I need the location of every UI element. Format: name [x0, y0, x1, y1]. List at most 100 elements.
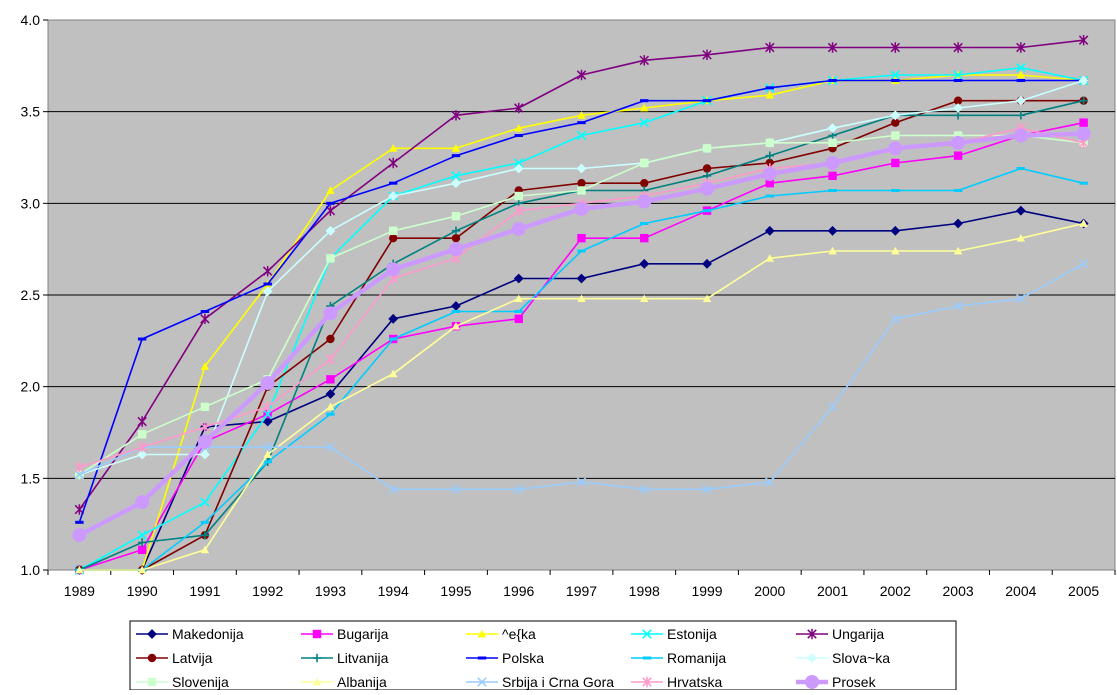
- legend-label: Polska: [502, 650, 544, 666]
- data-point: [702, 258, 712, 269]
- data-point: [388, 484, 398, 495]
- data-point: [137, 545, 147, 555]
- legend-swatch-marker: [477, 677, 487, 687]
- data-point: [514, 310, 523, 313]
- data-point: [953, 42, 963, 53]
- data-point: [765, 178, 774, 188]
- data-point: [389, 181, 398, 185]
- data-point: [702, 484, 712, 495]
- data-point: [262, 416, 273, 427]
- data-point: [702, 99, 712, 103]
- data-point: [1079, 219, 1088, 227]
- data-point: [323, 306, 338, 321]
- data-point: [828, 138, 837, 148]
- data-point: [514, 314, 523, 324]
- data-point: [72, 528, 87, 543]
- y-tick-label: 2.5: [21, 287, 41, 303]
- data-point: [1078, 259, 1089, 269]
- x-tick-label: 1992: [252, 583, 283, 599]
- legend-swatch-marker: [642, 656, 652, 660]
- data-point: [451, 171, 461, 181]
- data-point: [890, 110, 901, 121]
- data-point: [827, 402, 838, 412]
- data-point: [1013, 128, 1028, 143]
- data-point: [765, 90, 774, 99]
- data-point: [262, 442, 273, 452]
- data-point: [200, 530, 210, 540]
- data-point: [576, 69, 587, 81]
- data-point: [1016, 293, 1026, 304]
- data-point: [953, 79, 963, 82]
- data-point: [953, 103, 963, 113]
- legend-item: Estonija: [631, 626, 717, 642]
- legend-item: Slova~ka: [796, 650, 890, 666]
- legend-item: Polska: [466, 650, 544, 666]
- data-point: [451, 110, 461, 121]
- data-point: [200, 545, 210, 554]
- data-point: [576, 477, 587, 487]
- data-point: [574, 201, 589, 216]
- legend-label: Albanija: [337, 674, 387, 690]
- data-point: [200, 497, 210, 507]
- legend-label: Bugarija: [337, 626, 389, 642]
- x-tick-label: 1998: [629, 583, 660, 599]
- data-point: [1079, 118, 1088, 127]
- data-point: [640, 158, 649, 168]
- series-layer: [72, 34, 1091, 575]
- data-point: [75, 520, 84, 524]
- data-point: [514, 123, 523, 132]
- data-point: [1016, 111, 1026, 120]
- data-point: [951, 135, 966, 150]
- data-point: [827, 42, 838, 53]
- data-point: [639, 484, 650, 495]
- x-tick-label: 1991: [189, 583, 220, 599]
- data-point: [764, 225, 775, 236]
- data-point: [577, 178, 586, 188]
- legend-swatch-marker: [147, 653, 157, 663]
- data-point: [702, 144, 712, 153]
- data-point: [953, 70, 963, 80]
- data-point: [325, 442, 336, 452]
- data-point: [200, 449, 210, 460]
- x-tick-label: 1995: [440, 583, 471, 599]
- legend-swatch-marker: [807, 628, 817, 640]
- data-point: [451, 154, 461, 158]
- series-albanija: [75, 219, 1088, 574]
- data-point: [702, 209, 712, 213]
- data-point: [388, 191, 399, 201]
- x-tick-label: 1993: [315, 583, 346, 599]
- data-point: [200, 310, 210, 313]
- data-point: [513, 158, 524, 168]
- legend-swatch-marker: [312, 677, 322, 686]
- legend-item: Albanija: [301, 674, 387, 690]
- x-tick-label: 2004: [1005, 583, 1036, 599]
- data-point: [1079, 96, 1088, 105]
- data-point: [577, 294, 586, 303]
- data-point: [451, 211, 461, 221]
- legend-item: Hrvatska: [631, 674, 722, 690]
- y-tick-label: 1.0: [21, 562, 41, 578]
- data-point: [200, 313, 210, 325]
- data-point: [135, 495, 150, 510]
- x-tick-label: 2000: [754, 583, 785, 599]
- data-point: [513, 273, 524, 284]
- data-point: [513, 484, 524, 495]
- data-point: [200, 421, 210, 433]
- data-point: [262, 286, 273, 297]
- data-point: [639, 258, 650, 269]
- legend-swatch-marker: [642, 629, 652, 639]
- data-point: [765, 138, 774, 148]
- data-point: [137, 538, 147, 547]
- data-point: [74, 462, 85, 473]
- x-tick-label: 1996: [503, 583, 534, 599]
- data-point: [451, 144, 461, 152]
- data-point: [765, 194, 774, 198]
- data-point: [827, 123, 838, 134]
- data-point: [576, 273, 587, 284]
- data-point: [326, 402, 335, 411]
- legend-swatch-marker: [312, 653, 322, 663]
- legend-item: Srbija i Crna Gora: [466, 674, 614, 690]
- data-point: [388, 157, 398, 169]
